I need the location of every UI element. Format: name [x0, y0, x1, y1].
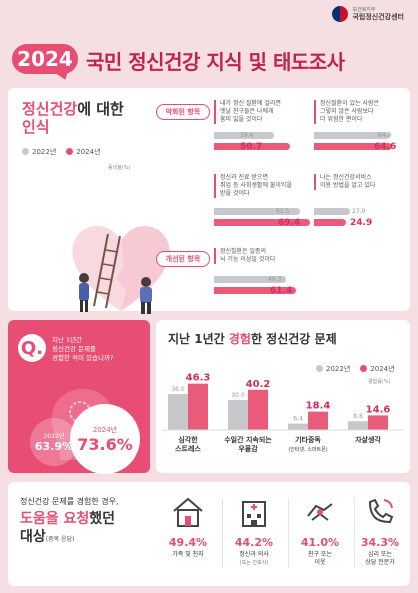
problems-unit: 경험률(%)	[368, 379, 391, 385]
bar-2024	[308, 411, 328, 430]
divider	[222, 498, 223, 568]
value-2024: 64.6	[374, 142, 397, 152]
value-label-2024: 40.2	[246, 379, 271, 390]
bar-2022	[314, 132, 390, 139]
help-item-friend: 41.0% 친구 또는 이웃	[290, 494, 350, 567]
value-label-2024: 14.6	[366, 404, 391, 415]
value-label-2022: 36.0	[171, 386, 185, 393]
bar-2022	[348, 421, 368, 430]
problems-section: 지난 1년간 경험한 정신건강 문제 2022년 2024년 경험률(%) 36…	[156, 320, 410, 473]
value-2022: 27.9	[352, 208, 366, 215]
problems-title: 지난 1년간 경험한 정신건강 문제	[168, 332, 337, 346]
hospital-icon	[242, 501, 266, 527]
heart-ladder-illustration	[72, 225, 170, 314]
house-icon	[173, 497, 203, 527]
divider	[354, 498, 355, 568]
awareness-item-text: 내가 정신 질환에 걸리면 옛날 친구들은 나에게 흥미 잃을 것이다	[214, 100, 281, 124]
bar-2024	[214, 219, 310, 226]
bar-2022	[168, 394, 188, 430]
value-2024: 50.7	[240, 142, 263, 152]
experience-question-text: 지난 1년간 정신건강 문제를 경험한 적이 있습니까?	[52, 336, 114, 362]
value-label-2022: 8.8	[353, 413, 363, 420]
bar-2024	[314, 143, 392, 150]
bar-2024	[214, 287, 296, 294]
worsened-tag: 악화된 항목	[156, 104, 210, 120]
year-badge: 2024	[12, 44, 78, 74]
awareness-title: 정신건강에 대한 인식	[22, 100, 124, 136]
divider	[288, 498, 289, 568]
awareness-item-text: 나는 정신건강서비스 이용 방법을 알고 있다	[314, 174, 375, 190]
help-item-counselor: 34.3% 심리 또는 상담 전문가	[350, 494, 410, 567]
bar-2022	[214, 276, 286, 283]
category-label: 스트레스	[175, 444, 201, 453]
bar-2022	[228, 400, 248, 430]
value-2022: 64.0	[378, 132, 392, 139]
help-item-psychiatrist: 44.2% 정신과 의사 (또는 간호사)	[224, 494, 284, 567]
handshake-icon	[307, 503, 333, 521]
awareness-item-text: 정신질환이 있는 사람은 그렇지 않은 사람보다 더 위험한 편이다	[314, 100, 379, 124]
awareness-section: 정신건강에 대한 인식 2022년 2024년 동의율(%) 악화된 항목 개선…	[8, 88, 410, 314]
experience-question-card: Q. 지난 1년간 정신건강 문제를 경험한 적이 있습니까? 2022년 63…	[8, 320, 150, 474]
awareness-legend: 2022년 2024년	[22, 147, 101, 157]
phone-icon	[368, 498, 394, 524]
problems-legend: 2022년 2024년	[316, 364, 395, 374]
bar-2024	[188, 383, 208, 430]
value-label-2022: 6.4	[293, 416, 303, 423]
bar-2024	[248, 389, 268, 430]
bar-2024	[314, 219, 346, 226]
page-title: 국민 정신건강 지식 및 태도조사	[86, 50, 345, 74]
help-heading: 도움을 요청했던 대상(중복 응답)	[20, 511, 116, 545]
question-mark-icon: Q.	[18, 334, 46, 362]
help-item-family: 49.4% 가족 및 친지	[158, 494, 218, 559]
awareness-unit: 동의율(%)	[108, 165, 131, 171]
center-name: 국립정신건강센터	[352, 12, 404, 21]
circle-2024: 2024년 73.6%	[70, 404, 140, 474]
value-label-2024: 18.4	[306, 401, 331, 412]
category-label: 수일간 지속되는	[224, 435, 272, 444]
value-2022: 61.5	[276, 208, 290, 215]
brand-logo: 보건복지부 국립정신건강센터	[332, 6, 404, 22]
value-2022: 39.4	[240, 132, 254, 139]
bar-2022	[214, 208, 300, 215]
category-label: 우울감	[238, 444, 258, 453]
value-2024: 69.4	[278, 218, 301, 228]
government-emblem-icon	[332, 6, 349, 22]
bar-2022	[314, 208, 350, 215]
value-2022: 49.3	[268, 276, 282, 283]
ministry-name: 보건복지부	[352, 6, 376, 13]
bar-2024	[368, 415, 388, 430]
value-2024: 24.9	[350, 218, 373, 228]
help-section: 정신건강 문제를 경험한 경우, 도움을 요청했던 대상(중복 응답) 49.4…	[8, 482, 410, 586]
value-2024: 61.4	[270, 286, 293, 296]
value-label-2024: 46.3	[186, 373, 211, 384]
category-label: 심각한	[178, 435, 198, 444]
help-question: 정신건강 문제를 경험한 경우,	[20, 497, 119, 506]
bar-2022	[214, 132, 274, 139]
bar-2024	[214, 143, 290, 150]
improved-tag: 개선된 항목	[156, 251, 210, 267]
category-label: 기타중독	[295, 435, 321, 444]
bar-2022	[288, 423, 308, 430]
awareness-item-text: 정신과 진료 받으면 취업 등 사회생활에 불이익을 받을 것이다	[214, 174, 292, 198]
category-label: 자살생각	[355, 435, 381, 444]
value-label-2022: 30.0	[231, 392, 245, 399]
awareness-item-text: 정신질환은 일종의 뇌 기능 이상일 것이다	[214, 248, 275, 264]
category-label: (인터넷, 스마트폰)	[288, 446, 327, 453]
